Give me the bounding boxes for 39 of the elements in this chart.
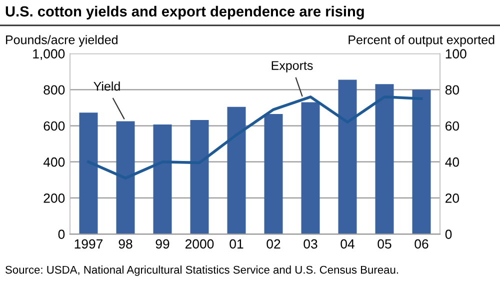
y-tick-label: 800 (44, 85, 65, 95)
y2-tick-label: 60 (446, 121, 460, 131)
y2-axis-title: Percent of output exported (348, 35, 494, 47)
y-tick-label: 200 (44, 194, 65, 203)
line-series (87, 96, 423, 180)
bar (375, 84, 394, 234)
x-tick-label: 05 (378, 239, 392, 249)
x-tick-label: 1997 (74, 239, 103, 249)
bar (264, 114, 283, 234)
x-tick-label: 03 (304, 239, 318, 249)
x-tick-label: 99 (156, 239, 170, 249)
bar (338, 80, 357, 234)
y2-tick-label: 100 (446, 49, 466, 58)
y2-tick-label: 80 (445, 85, 460, 95)
x-tick-label: 02 (266, 239, 280, 249)
y-axis-title: Pounds/acre yielded (6, 35, 118, 47)
y2-tick-label: 40 (445, 157, 460, 167)
bar (190, 120, 209, 234)
bar (301, 102, 320, 234)
bar (116, 121, 135, 234)
y-tick-label: 0 (58, 230, 65, 239)
series-label: Exports (272, 61, 313, 72)
bar (412, 90, 431, 234)
x-tick-label: 01 (230, 239, 244, 249)
source-note: Source: USDA, National Agricultural Statistics Service and U.S. Census Bureau. (6, 266, 398, 276)
x-tick-label: 06 (414, 239, 428, 249)
bar (153, 124, 172, 234)
y2-tick-label: 0 (445, 230, 452, 239)
x-tick-label: 04 (340, 239, 354, 249)
y2-tick-label: 20 (446, 194, 460, 203)
x-tick-label: 98 (118, 239, 132, 249)
series-label: Yield (94, 82, 120, 91)
y-tick-label: 1,000 (33, 49, 65, 60)
bar (79, 112, 98, 234)
bar (227, 106, 246, 234)
y-tick-label: 400 (43, 157, 65, 167)
chart-title: U.S. cotton yields and export dependence are rising (6, 6, 364, 20)
x-tick-label: 2000 (185, 239, 214, 249)
y-tick-label: 600 (44, 121, 65, 131)
